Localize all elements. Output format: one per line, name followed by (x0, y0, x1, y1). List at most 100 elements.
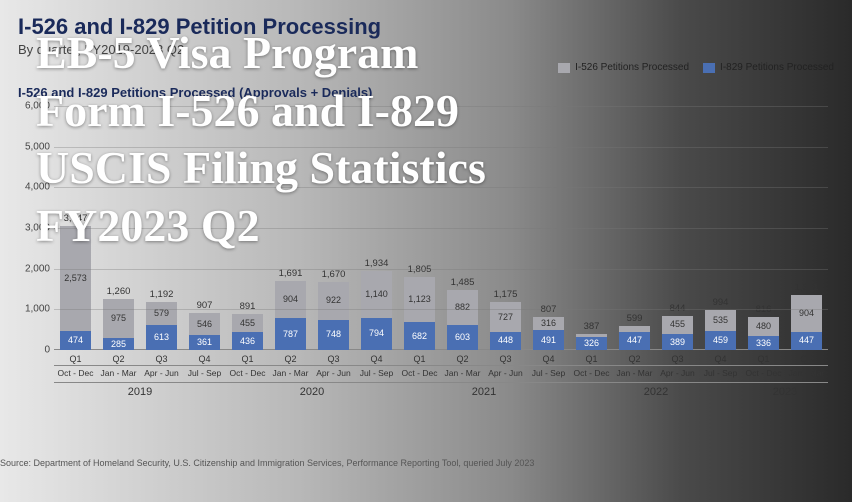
year-label: 2020 (226, 382, 398, 398)
x-axis-quarter: Q1 (226, 354, 269, 364)
x-axis-slot: Q3Apr - Jun (656, 352, 699, 378)
bar-segment-i829: 459 (705, 331, 737, 350)
x-axis-slot: Q2Jan - Mar (613, 352, 656, 378)
x-axis-months: Jan - Mar (613, 365, 656, 378)
bar-value-i829: 326 (584, 339, 599, 348)
bar-slot: 599447 (613, 326, 656, 350)
year-label: 2021 (398, 382, 570, 398)
bar-stack: 1,670922748 (318, 282, 350, 350)
bar-slot: 1,9341,140794 (355, 271, 398, 350)
bar-stack: 844455389 (662, 316, 694, 350)
bar-slot: 907546361 (183, 313, 226, 350)
bar-value-i829: 285 (111, 340, 126, 349)
legend-swatch (703, 63, 715, 73)
bar-segment-i829: 682 (404, 322, 436, 350)
bar-value-i526: 904 (283, 295, 298, 304)
bar-value-i526: 455 (670, 320, 685, 329)
bar-segment-i526: 546 (189, 313, 221, 335)
x-axis-slot: Q4Jul - Sep (355, 352, 398, 378)
y-tick-label: 5,000 (18, 141, 50, 152)
bar-slot: 816480336 (742, 317, 785, 350)
chart-area: 3,0472,5734741,2609752851,19257961390754… (54, 106, 828, 406)
bar-slot: 1,485882603 (441, 290, 484, 350)
bar-value-i526: 882 (455, 303, 470, 312)
chart-year-row: 20192020202120222023 (54, 382, 828, 398)
bar-stack: 1,691904787 (275, 281, 307, 350)
x-axis-months: Oct - Dec (226, 365, 269, 378)
bar-segment-i526: 455 (662, 316, 694, 335)
x-axis-quarter: Q2 (269, 354, 312, 364)
bar-segment-i526: 1,123 (404, 277, 436, 323)
bar-total-label: 1,485 (451, 277, 475, 288)
bar-slot: 807316491 (527, 317, 570, 350)
x-axis-months: Apr - Jun (312, 365, 355, 378)
bar-stack: 907546361 (189, 313, 221, 350)
x-axis-quarter: Q3 (312, 354, 355, 364)
bar-stack: 891455436 (232, 314, 264, 350)
chart-x-axis: Q1Oct - DecQ2Jan - MarQ3Apr - JunQ4Jul -… (54, 352, 828, 378)
bar-stack: 1,8051,123682 (404, 277, 436, 350)
grid-line (54, 269, 828, 270)
bar-value-i829: 447 (799, 336, 814, 345)
bar-value-i526: 1,140 (365, 290, 388, 299)
bar-stack: 807316491 (533, 317, 565, 350)
x-axis-slot: Q2Jan - Mar (97, 352, 140, 378)
legend-label: I-526 Petitions Processed (575, 62, 689, 73)
bar-value-i829: 459 (713, 336, 728, 345)
x-axis-quarter: Q3 (656, 354, 699, 364)
bar-segment-i526: 904 (275, 281, 307, 318)
x-axis-slot: Q2Jan - Mar (269, 352, 312, 378)
bar-stack: 1,485882603 (447, 290, 479, 350)
bar-slot: 387326 (570, 334, 613, 350)
y-tick-label: 4,000 (18, 182, 50, 193)
x-axis-quarter: Q1 (54, 354, 97, 364)
bar-total-label: 844 (670, 303, 686, 314)
x-axis-months: Oct - Dec (54, 365, 97, 378)
bar-segment-i829: 474 (60, 331, 92, 350)
bar-slot: 1,8051,123682 (398, 277, 441, 350)
bar-stack: 599447 (619, 326, 651, 350)
bar-value-i829: 474 (68, 336, 83, 345)
x-axis-months: Jan - Mar (441, 365, 484, 378)
bar-stack: 1,260975285 (103, 299, 135, 350)
bar-value-i526: 727 (498, 313, 513, 322)
x-axis-slot: Q1Oct - Dec (570, 352, 613, 378)
bar-value-i526: 1,123 (408, 295, 431, 304)
bar-value-i829: 389 (670, 338, 685, 347)
x-axis-slot: Q1Oct - Dec (398, 352, 441, 378)
grid-line (54, 187, 828, 188)
year-label: 2022 (570, 382, 742, 398)
chart-plot: 3,0472,5734741,2609752851,19257961390754… (54, 106, 828, 350)
bar-total-label: 387 (584, 321, 600, 332)
x-axis-slot: Q4Jul - Sep (527, 352, 570, 378)
x-axis-slot: Q3Apr - Jun (312, 352, 355, 378)
page-subtitle: By quarter, FY2019-2023 Q2 (18, 42, 834, 57)
bar-total-label: 1,691 (279, 268, 303, 279)
legend-item: I-829 Petitions Processed (703, 62, 834, 73)
grid-line (54, 228, 828, 229)
bar-value-i829: 682 (412, 332, 427, 341)
bar-slot: 891455436 (226, 314, 269, 350)
bar-segment-i829: 326 (576, 337, 608, 350)
x-axis-slot: Q1Oct - Dec (742, 352, 785, 378)
year-label: 2023 (742, 382, 828, 398)
bar-value-i526: 975 (111, 314, 126, 323)
y-tick-label: 6,000 (18, 101, 50, 112)
bar-total-label: 1,260 (107, 286, 131, 297)
bar-segment-i526: 579 (146, 302, 178, 326)
x-axis-quarter: Q2 (441, 354, 484, 364)
bar-segment-i829: 389 (662, 334, 694, 350)
x-axis-quarter: Q2 (613, 354, 656, 364)
x-axis-slot: Q4Jul - Sep (183, 352, 226, 378)
page-title: I-526 and I-829 Petition Processing (18, 14, 834, 40)
x-axis-slot: Q3Apr - Jun (140, 352, 183, 378)
bar-segment-i526: 882 (447, 290, 479, 326)
bar-segment-i829: 787 (275, 318, 307, 350)
x-axis-months: Oct - Dec (742, 365, 785, 378)
bar-segment-i829: 336 (748, 336, 780, 350)
grid-line (54, 309, 828, 310)
x-axis-slot: Q4Jul - Sep (699, 352, 742, 378)
bar-value-i829: 794 (369, 329, 384, 338)
bar-segment-i526: 727 (490, 302, 522, 332)
bar-segment-i526: 455 (232, 314, 264, 333)
